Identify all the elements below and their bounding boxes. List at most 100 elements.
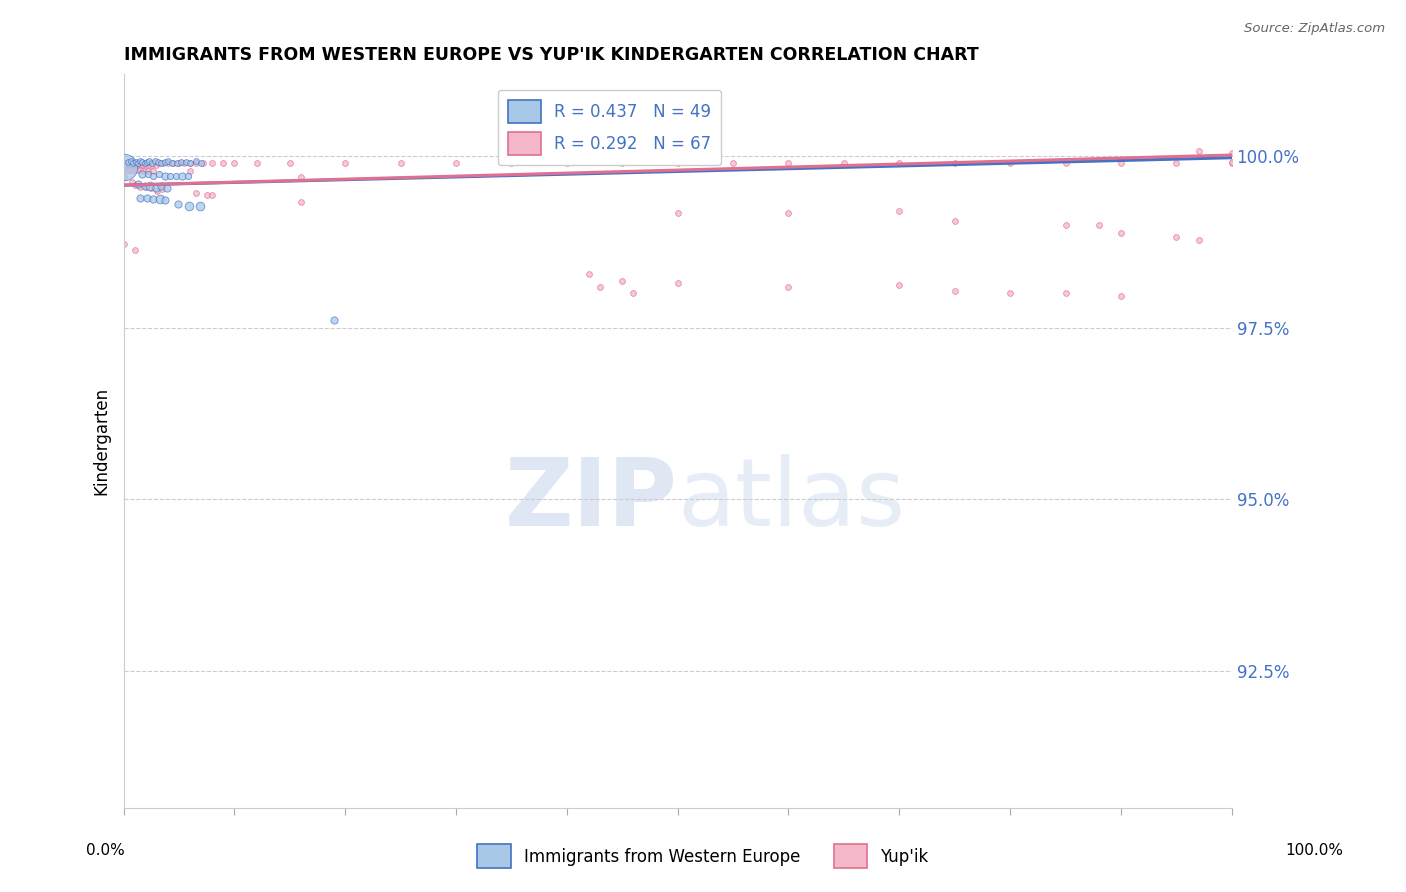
Point xyxy=(129,158,152,172)
Point xyxy=(125,154,148,169)
Point xyxy=(112,169,135,184)
Point xyxy=(142,164,165,178)
Point xyxy=(127,155,149,169)
Point xyxy=(150,156,173,170)
Point xyxy=(136,167,159,181)
Point xyxy=(121,176,143,190)
Point xyxy=(129,163,152,178)
Point xyxy=(177,169,200,183)
Point xyxy=(589,279,612,293)
Point xyxy=(112,237,135,252)
Point xyxy=(193,156,215,170)
Point xyxy=(112,156,135,170)
Legend: R = 0.437   N = 49, R = 0.292   N = 67: R = 0.437 N = 49, R = 0.292 N = 67 xyxy=(498,90,721,165)
Point xyxy=(832,156,855,170)
Point xyxy=(555,156,578,170)
Point xyxy=(998,286,1021,301)
Point xyxy=(1166,230,1188,244)
Point xyxy=(129,154,152,169)
Point xyxy=(134,155,156,169)
Point xyxy=(389,156,412,170)
Point xyxy=(1187,233,1209,247)
Point xyxy=(578,267,600,281)
Point xyxy=(290,169,312,184)
Point xyxy=(152,156,174,170)
Point xyxy=(501,156,523,170)
Point xyxy=(1054,286,1077,301)
Point xyxy=(184,186,207,201)
Point xyxy=(135,154,157,169)
Text: atlas: atlas xyxy=(678,453,905,546)
Point xyxy=(159,169,181,183)
Point xyxy=(278,156,301,170)
Point xyxy=(124,243,146,257)
Text: Source: ZipAtlas.com: Source: ZipAtlas.com xyxy=(1244,22,1385,36)
Point xyxy=(112,163,135,178)
Point xyxy=(179,164,201,178)
Point xyxy=(148,167,170,181)
Point xyxy=(1087,218,1109,232)
Point xyxy=(666,276,689,290)
Point xyxy=(156,154,179,169)
Point xyxy=(172,169,194,183)
Point xyxy=(141,158,163,172)
Point xyxy=(143,154,166,169)
Point xyxy=(114,158,136,172)
Point xyxy=(666,205,689,219)
Point xyxy=(612,156,634,170)
Point xyxy=(145,181,167,195)
Legend: Immigrants from Western Europe, Yup'ik: Immigrants from Western Europe, Yup'ik xyxy=(471,838,935,875)
Point xyxy=(721,156,744,170)
Point xyxy=(117,156,139,170)
Point xyxy=(943,156,966,170)
Text: ZIP: ZIP xyxy=(505,453,678,546)
Text: IMMIGRANTS FROM WESTERN EUROPE VS YUP'IK KINDERGARTEN CORRELATION CHART: IMMIGRANTS FROM WESTERN EUROPE VS YUP'IK… xyxy=(124,46,979,64)
Point xyxy=(177,199,200,213)
Point xyxy=(162,156,184,170)
Point xyxy=(153,169,176,183)
Point xyxy=(1054,218,1077,232)
Point xyxy=(120,154,142,169)
Point xyxy=(1220,156,1243,170)
Point xyxy=(778,205,800,219)
Point xyxy=(190,155,212,169)
Point xyxy=(122,163,145,178)
Point xyxy=(135,179,157,194)
Point xyxy=(889,278,911,293)
Point xyxy=(156,156,179,170)
Point xyxy=(184,156,207,170)
Point xyxy=(195,187,218,202)
Point xyxy=(998,156,1021,170)
Point xyxy=(141,155,163,169)
Point xyxy=(132,164,155,178)
Point xyxy=(201,187,224,202)
Point xyxy=(138,154,160,169)
Point xyxy=(778,156,800,170)
Point xyxy=(179,155,201,169)
Point xyxy=(612,274,634,288)
Point xyxy=(142,169,165,183)
Text: 0.0%: 0.0% xyxy=(86,843,125,858)
Point xyxy=(889,156,911,170)
Point xyxy=(156,181,179,195)
Point xyxy=(1187,144,1209,158)
Point xyxy=(1166,156,1188,170)
Point xyxy=(188,199,211,213)
Y-axis label: Kindergarten: Kindergarten xyxy=(93,387,110,495)
Point xyxy=(166,197,188,211)
Point xyxy=(129,190,152,204)
Point xyxy=(120,158,142,172)
Point xyxy=(124,178,146,193)
Point xyxy=(148,156,170,170)
Point xyxy=(139,178,162,193)
Point xyxy=(1109,289,1132,303)
Point xyxy=(153,193,176,207)
Point xyxy=(125,158,148,172)
Point xyxy=(1220,145,1243,160)
Point xyxy=(245,156,267,170)
Point xyxy=(127,177,149,191)
Point xyxy=(136,164,159,178)
Point xyxy=(1109,226,1132,240)
Point xyxy=(115,163,138,178)
Point xyxy=(135,190,157,204)
